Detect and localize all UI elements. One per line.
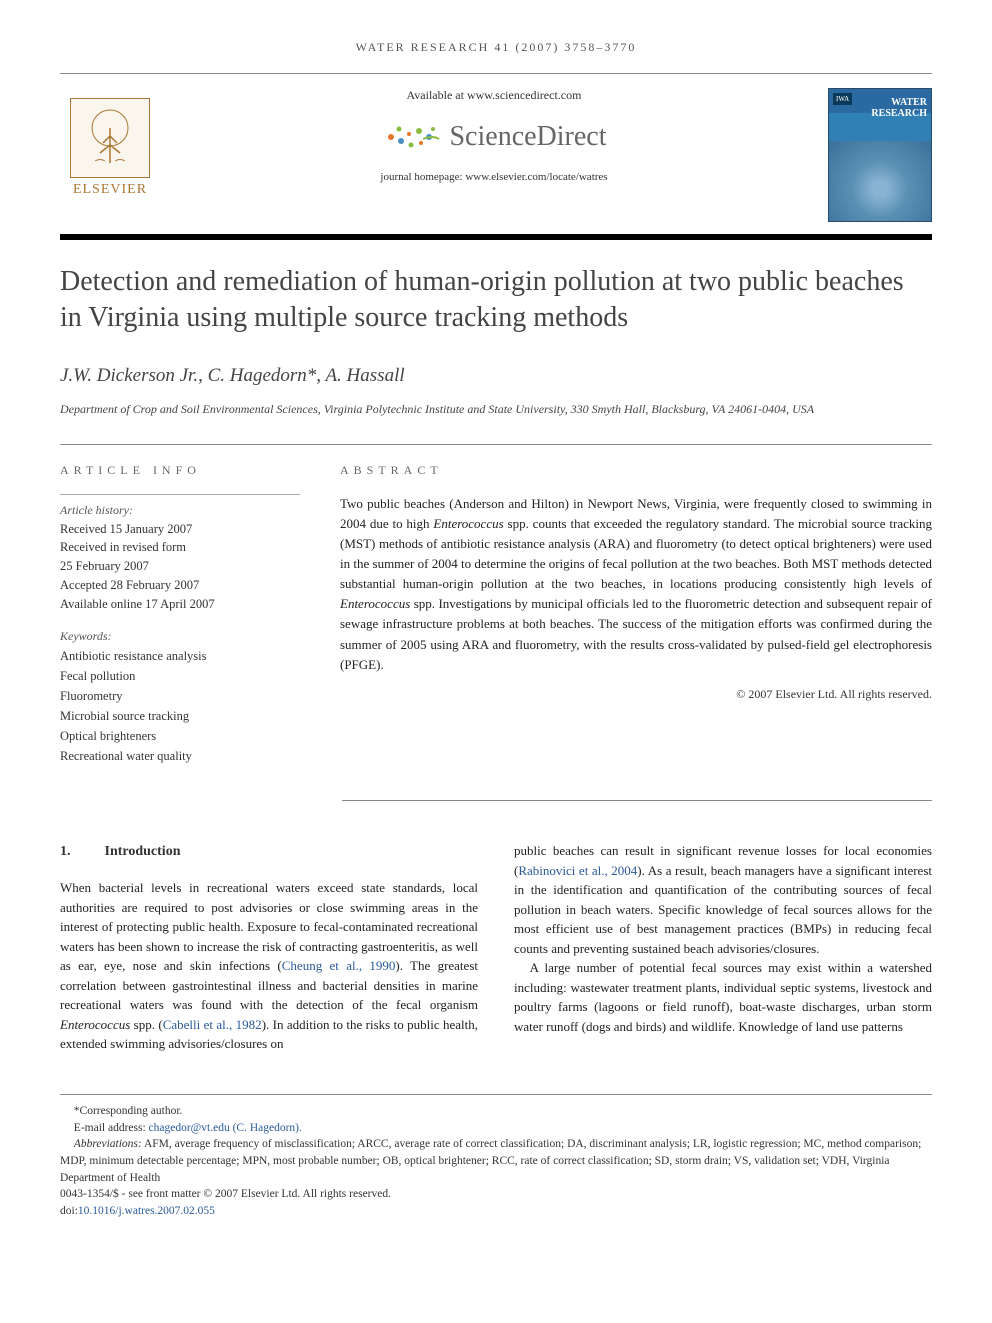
sciencedirect-logo: ScienceDirect — [381, 119, 606, 155]
doi-label: doi: — [60, 1205, 78, 1217]
body-columns: 1. Introduction When bacterial levels in… — [60, 841, 932, 1054]
top-divider — [60, 73, 932, 74]
body-em-enterococcus: Enterococcus — [60, 1017, 130, 1032]
doi-line: doi:10.1016/j.watres.2007.02.055 — [60, 1203, 932, 1220]
abbr-text: AFM, average frequency of misclassificat… — [60, 1138, 921, 1183]
article-title: Detection and remediation of human-origi… — [60, 264, 932, 337]
citation-cheung[interactable]: Cheung et al., 1990 — [282, 958, 396, 973]
keyword-3: Fluorometry — [60, 686, 300, 706]
thin-divider — [60, 444, 932, 445]
affiliation: Department of Crop and Soil Environmenta… — [60, 401, 932, 418]
elsevier-tree-icon — [70, 98, 150, 178]
abstract-em-1: Enterococcus — [433, 516, 503, 531]
journal-homepage-text: journal homepage: www.elsevier.com/locat… — [180, 171, 808, 183]
keywords-label: Keywords: — [60, 629, 300, 644]
article-history-block: Article history: Received 15 January 200… — [60, 494, 300, 614]
email-label: E-mail address: — [74, 1122, 149, 1134]
abstract-em-2: Enterococcus — [340, 596, 410, 611]
body-column-right: public beaches can result in significant… — [514, 841, 932, 1054]
journal-cover-thumbnail: IWA WATER RESEARCH — [828, 88, 932, 222]
citation-rabinovici[interactable]: Rabinovici et al., 2004 — [518, 863, 637, 878]
history-received: Received 15 January 2007 — [60, 520, 300, 539]
authors-line: J.W. Dickerson Jr., C. Hagedorn*, A. Has… — [60, 365, 932, 387]
header-center: Available at www.sciencedirect.com Scien… — [160, 88, 828, 183]
front-matter-line: 0043-1354/$ - see front matter © 2007 El… — [60, 1186, 932, 1203]
journal-reference: WATER RESEARCH 41 (2007) 3758–3770 — [60, 40, 932, 55]
sciencedirect-dots-icon — [381, 119, 441, 155]
section-number: 1. — [60, 841, 71, 862]
corresponding-author-note: *Corresponding author. — [60, 1103, 932, 1120]
keyword-5: Optical brighteners — [60, 726, 300, 746]
citation-cabelli[interactable]: Cabelli et al., 1982 — [163, 1017, 262, 1032]
abstract-copyright: © 2007 Elsevier Ltd. All rights reserved… — [340, 687, 932, 702]
cover-iwa-badge: IWA — [833, 93, 852, 105]
header-row: ELSEVIER Available at www.sciencedirect.… — [60, 88, 932, 222]
keyword-1: Antibiotic resistance analysis — [60, 646, 300, 666]
section-heading: 1. Introduction — [60, 841, 478, 862]
body-paragraph-1: When bacterial levels in recreational wa… — [60, 878, 478, 1054]
abstract-text: Two public beaches (Anderson and Hilton)… — [340, 494, 932, 675]
cover-image — [829, 141, 931, 221]
info-abstract-row: ARTICLE INFO Article history: Received 1… — [60, 463, 932, 777]
email-line: E-mail address: chagedor@vt.edu (C. Hage… — [60, 1120, 932, 1137]
thick-divider — [60, 234, 932, 240]
cover-title: WATER RESEARCH — [871, 97, 927, 119]
history-revised-2: 25 February 2007 — [60, 557, 300, 576]
history-revised-1: Received in revised form — [60, 538, 300, 557]
footnotes: *Corresponding author. E-mail address: c… — [60, 1094, 932, 1220]
body-seg-1c: spp. ( — [130, 1017, 162, 1032]
keyword-4: Microbial source tracking — [60, 706, 300, 726]
history-online: Available online 17 April 2007 — [60, 595, 300, 614]
keyword-2: Fecal pollution — [60, 666, 300, 686]
abstract-seg-3: spp. Investigations by municipal officia… — [340, 596, 932, 671]
body-paragraph-3: A large number of potential fecal source… — [514, 958, 932, 1036]
elsevier-logo: ELSEVIER — [60, 88, 160, 198]
doi-link[interactable]: 10.1016/j.watres.2007.02.055 — [78, 1205, 215, 1217]
article-info-column: ARTICLE INFO Article history: Received 1… — [60, 463, 300, 777]
article-info-label: ARTICLE INFO — [60, 463, 300, 478]
elsevier-wordmark: ELSEVIER — [73, 182, 147, 198]
history-label: Article history: — [60, 503, 300, 518]
abbr-label: Abbreviations: — [74, 1138, 142, 1150]
keywords-block: Keywords: Antibiotic resistance analysis… — [60, 629, 300, 766]
email-link[interactable]: chagedor@vt.edu (C. Hagedorn). — [149, 1122, 302, 1134]
body-column-left: 1. Introduction When bacterial levels in… — [60, 841, 478, 1054]
body-paragraph-2: public beaches can result in significant… — [514, 841, 932, 958]
abstract-column: ABSTRACT Two public beaches (Anderson an… — [340, 463, 932, 777]
section-title: Introduction — [105, 841, 181, 862]
post-abstract-divider — [342, 800, 932, 801]
keyword-6: Recreational water quality — [60, 746, 300, 766]
sciencedirect-wordmark: ScienceDirect — [449, 121, 606, 153]
history-accepted: Accepted 28 February 2007 — [60, 576, 300, 595]
abbreviations-line: Abbreviations: AFM, average frequency of… — [60, 1136, 932, 1186]
abstract-label: ABSTRACT — [340, 463, 932, 478]
available-at-text: Available at www.sciencedirect.com — [180, 88, 808, 103]
